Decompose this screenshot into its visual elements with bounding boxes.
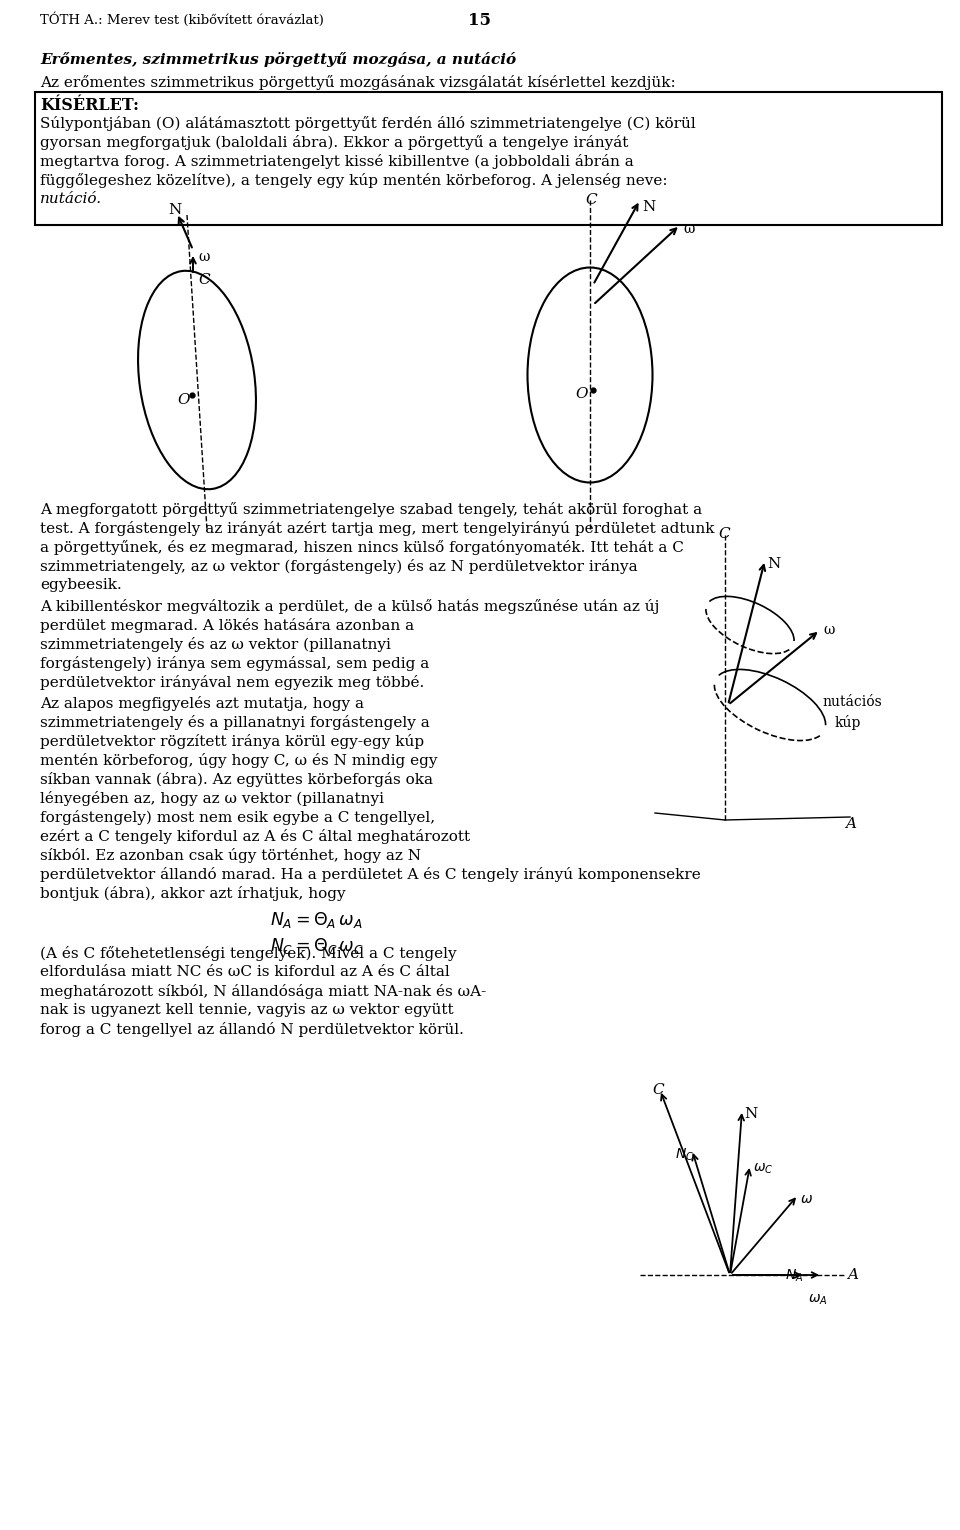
Text: szimmetriatengely és az ω vektor (pillanatnyi: szimmetriatengely és az ω vektor (pillan… (40, 636, 391, 652)
Text: TÓTH A.: Merev test (kibővített óravázlat): TÓTH A.: Merev test (kibővített óravázla… (40, 12, 324, 26)
Text: $N_C = \Theta_C\,\omega_C$: $N_C = \Theta_C\,\omega_C$ (270, 936, 364, 956)
Text: A: A (847, 1268, 858, 1282)
Text: perdület megmarad. A lökés hatására azonban a: perdület megmarad. A lökés hatására azon… (40, 618, 414, 633)
Text: síkból. Ez azonban csak úgy történhet, hogy az N: síkból. Ez azonban csak úgy történhet, h… (40, 848, 421, 863)
Text: A: A (845, 817, 856, 831)
Text: ezért a C tengely kifordul az A és C által meghatározott: ezért a C tengely kifordul az A és C ált… (40, 829, 470, 845)
Text: A kibillentéskor megváltozik a perdület, de a külső hatás megszűnése után az új: A kibillentéskor megváltozik a perdület,… (40, 600, 660, 614)
Text: egybeesik.: egybeesik. (40, 578, 122, 592)
Text: Erőmentes, szimmetrikus pörgettyű mozgása, a nutáció: Erőmentes, szimmetrikus pörgettyű mozgás… (40, 52, 516, 67)
Text: N: N (744, 1108, 757, 1121)
Text: lényegében az, hogy az ω vektor (pillanatnyi: lényegében az, hogy az ω vektor (pillana… (40, 791, 384, 806)
Text: KÍSÉRLET:: KÍSÉRLET: (40, 96, 139, 115)
Text: Súlypontjában (O) alátámasztott pörgettyűt ferdén álló szimmetriatengelye (C) kö: Súlypontjában (O) alátámasztott pörgetty… (40, 116, 696, 132)
Text: C: C (718, 526, 730, 542)
Text: $\omega_C$: $\omega_C$ (753, 1161, 774, 1177)
Text: 15: 15 (468, 12, 492, 29)
Text: Az erőmentes szimmetrikus pörgettyű mozgásának vizsgálatát kísérlettel kezdjük:: Az erőmentes szimmetrikus pörgettyű mozg… (40, 75, 676, 90)
Text: C: C (198, 272, 209, 288)
Text: A megforgatott pörgettyű szimmetriatengelye szabad tengely, tehát akörül forogha: A megforgatott pörgettyű szimmetriatenge… (40, 502, 702, 517)
Text: perdületvektor irányával nem egyezik meg többé.: perdületvektor irányával nem egyezik meg… (40, 675, 424, 690)
Text: $N_A = \Theta_A\,\omega_A$: $N_A = \Theta_A\,\omega_A$ (270, 910, 363, 930)
Text: C: C (585, 193, 596, 207)
Text: N: N (642, 200, 656, 214)
Text: elfordulása miatt NC és ωC is kifordul az A és C által: elfordulása miatt NC és ωC is kifordul a… (40, 965, 449, 979)
Text: C: C (652, 1083, 663, 1097)
Text: ω: ω (823, 623, 834, 636)
Text: nak is ugyanezt kell tennie, vagyis az ω vektor együtt: nak is ugyanezt kell tennie, vagyis az ω… (40, 1004, 454, 1017)
Text: $N_A$: $N_A$ (785, 1268, 804, 1284)
Text: ω: ω (198, 249, 209, 265)
Text: test. A forgástengely az irányát azért tartja meg, mert tengelyirányú perdületet: test. A forgástengely az irányát azért t… (40, 522, 714, 536)
Text: ω: ω (683, 222, 694, 236)
Bar (35, 92, 942, 225)
Text: O: O (177, 393, 189, 407)
Text: szimmetriatengely és a pillanatnyi forgástengely a: szimmetriatengely és a pillanatnyi forgá… (40, 715, 430, 730)
Text: nutációs: nutációs (822, 695, 881, 708)
Text: perdületvektor rögzített iránya körül egy-egy kúp: perdületvektor rögzített iránya körül eg… (40, 734, 424, 750)
Text: bontjuk (ábra), akkor azt írhatjuk, hogy: bontjuk (ábra), akkor azt írhatjuk, hogy (40, 886, 346, 901)
Text: szimmetriatengely, az ω vektor (forgástengely) és az N perdületvektor iránya: szimmetriatengely, az ω vektor (forgáste… (40, 558, 637, 574)
Text: a pörgettyűnek, és ez megmarad, hiszen nincs külső forgatónyomaték. Itt tehát a : a pörgettyűnek, és ez megmarad, hiszen n… (40, 540, 684, 555)
Text: O: O (575, 387, 588, 401)
Text: gyorsan megforgatjuk (baloldali ábra). Ekkor a pörgettyű a tengelye irányát: gyorsan megforgatjuk (baloldali ábra). E… (40, 135, 629, 150)
Text: perdületvektor állandó marad. Ha a perdületet A és C tengely irányú komponensekr: perdületvektor állandó marad. Ha a perdü… (40, 868, 701, 881)
Text: forgástengely) most nem esik egybe a C tengellyel,: forgástengely) most nem esik egybe a C t… (40, 809, 435, 825)
Text: megtartva forog. A szimmetriatengelyt kissé kibillentve (a jobboldali ábrán a: megtartva forog. A szimmetriatengelyt ki… (40, 155, 634, 168)
Text: $\omega_A$: $\omega_A$ (808, 1293, 828, 1308)
Text: $N_C$: $N_C$ (675, 1148, 694, 1163)
Text: (A és C főtehetetlenségi tengelyek). Mivel a C tengely: (A és C főtehetetlenségi tengelyek). Miv… (40, 946, 457, 961)
Text: N: N (168, 203, 181, 217)
Text: meghatározott síkból, N állandósága miatt NA-nak és ωA-: meghatározott síkból, N állandósága miat… (40, 984, 487, 999)
Text: $\omega$: $\omega$ (800, 1192, 813, 1206)
Text: forgástengely) iránya sem egymással, sem pedig a: forgástengely) iránya sem egymással, sem… (40, 656, 429, 672)
Text: nutáció.: nutáció. (40, 191, 102, 207)
Text: N: N (767, 557, 780, 571)
Text: forog a C tengellyel az állandó N perdületvektor körül.: forog a C tengellyel az állandó N perdül… (40, 1022, 464, 1037)
Text: kúp: kúp (835, 715, 861, 730)
Text: függőlegeshez közelítve), a tengely egy kúp mentén körbeforog. A jelenség neve:: függőlegeshez közelítve), a tengely egy … (40, 173, 667, 188)
Text: síkban vannak (ábra). Az együttes körbeforgás oka: síkban vannak (ábra). Az együttes körbef… (40, 773, 433, 786)
Text: Az alapos megfigyelés azt mutatja, hogy a: Az alapos megfigyelés azt mutatja, hogy … (40, 696, 364, 711)
Text: mentén körbeforog, úgy hogy C, ω és N mindig egy: mentén körbeforog, úgy hogy C, ω és N mi… (40, 753, 438, 768)
